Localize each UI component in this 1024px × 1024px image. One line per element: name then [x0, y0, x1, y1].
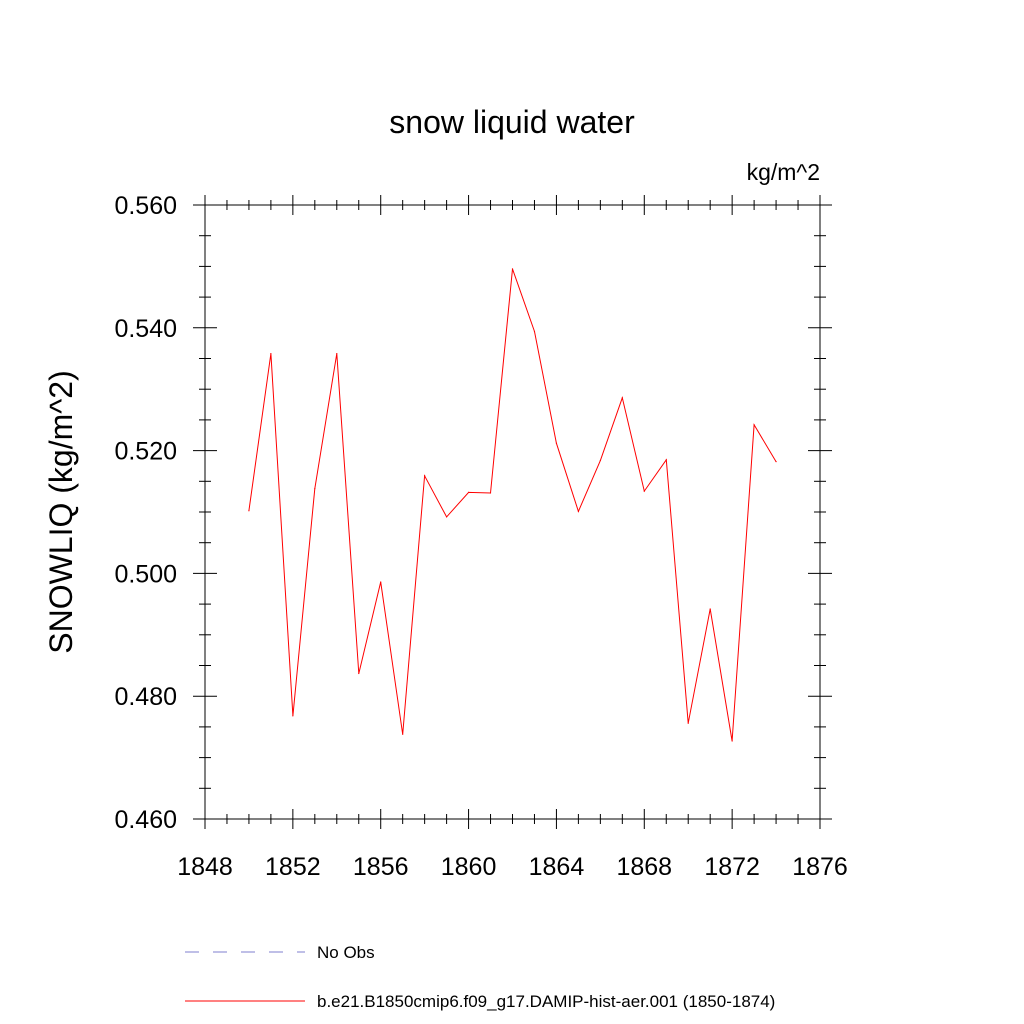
data-point [380, 581, 382, 583]
x-tick-label: 1872 [704, 853, 760, 881]
data-point [424, 475, 426, 477]
units-label: kg/m^2 [747, 159, 820, 185]
y-tick-label: 0.480 [114, 683, 177, 711]
data-point [599, 459, 601, 462]
chart-title: snow liquid water [389, 104, 635, 140]
y-tick-label: 0.520 [114, 438, 177, 466]
data-point [467, 491, 470, 493]
data-point [511, 268, 514, 270]
y-tick-label: 0.560 [114, 192, 177, 220]
legend: No Obs b.e21.B1850cmip6.f09_g17.DAMIP-his… [185, 943, 775, 1011]
y-tick-label: 0.500 [114, 560, 177, 588]
y-tick-label: 0.460 [114, 806, 177, 834]
data-point [555, 442, 558, 444]
x-tick-label: 1848 [177, 853, 233, 881]
x-tick-label: 1864 [529, 853, 585, 881]
data-point [533, 330, 536, 333]
data-point [248, 510, 250, 512]
data-point [270, 352, 272, 355]
axis-tick-labels: 1848 1852 1856 1860 1864 1868 1872 1876 0.460 0.4… [114, 192, 847, 881]
data-point [709, 608, 711, 610]
data-point [687, 722, 689, 724]
data-point [665, 459, 667, 461]
data-point [731, 740, 733, 742]
data-point [446, 516, 448, 518]
y-tick-label: 0.540 [114, 315, 177, 343]
plot-frame [204, 204, 821, 820]
data-point [314, 488, 316, 490]
series-line [248, 268, 777, 742]
data-point [577, 510, 579, 512]
legend-label: b.e21.B1850cmip6.f09_g17.DAMIP-hist-aer.… [317, 992, 775, 1011]
data-point [643, 490, 645, 492]
series-group [248, 268, 777, 742]
data-point [402, 733, 404, 735]
data-point [292, 715, 294, 717]
x-tick-label: 1860 [441, 853, 497, 881]
y-axis-label: SNOWLIQ (kg/m^2) [43, 370, 79, 653]
x-tick-label: 1856 [353, 853, 409, 881]
data-point [621, 397, 623, 399]
x-tick-label: 1852 [265, 853, 321, 881]
data-point [753, 424, 755, 426]
data-point [336, 352, 338, 355]
legend-label: No Obs [317, 943, 375, 962]
x-tick-label: 1868 [616, 853, 672, 881]
data-point [775, 461, 777, 463]
x-tick-label: 1876 [792, 853, 848, 881]
axis-ticks [193, 195, 832, 829]
data-point [358, 672, 360, 675]
data-point [489, 492, 492, 494]
